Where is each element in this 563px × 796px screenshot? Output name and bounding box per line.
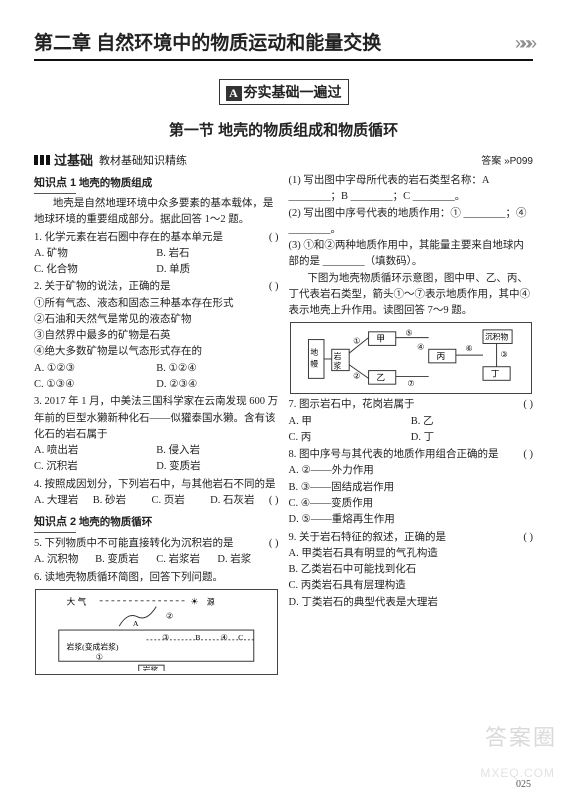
tab-label: 夯实基础一遍过: [244, 84, 342, 100]
tab-letter: A: [226, 86, 242, 101]
svg-text:大 气: 大 气: [67, 596, 87, 607]
q6: 6. 读地壳物质循环简图，回答下列问题。: [34, 570, 279, 586]
tab-row: A夯实基础一遍过: [34, 79, 533, 105]
svg-text:④: ④: [221, 633, 228, 642]
bars-icon: [34, 155, 50, 165]
q3: 3. 2017 年 1 月，中美法三国科学家在云南发现 600 万年前的巨型水獭…: [34, 394, 279, 443]
right-column: (1) 写出图中字母所代表的岩石类型名称：A ________；B ______…: [289, 173, 534, 678]
q6-1: (1) 写出图中字母所代表的岩石类型名称：A ________；B ______…: [289, 173, 534, 206]
sub-row: 过基础 教材基础知识精练 答案 »P099: [34, 150, 533, 169]
svg-text:⑥: ⑥: [465, 345, 472, 354]
watermark-url: MXEQ.COM: [480, 766, 555, 780]
q6-2: (2) 写出图中序号代表的地质作用：① ________；④ ________。: [289, 206, 534, 239]
svg-text:④: ④: [417, 343, 424, 352]
svg-text:源: 源: [207, 598, 215, 607]
svg-text:①: ①: [353, 337, 360, 346]
chevron-decor: »»»: [515, 33, 533, 54]
figure-1: 大 气 ☀ 源 ② A ③ B ④ C 岩浆(变成岩浆) ① 岩浆: [35, 589, 278, 675]
svg-text:乙: 乙: [376, 373, 385, 383]
svg-text:③: ③: [500, 350, 507, 359]
svg-text:C: C: [238, 633, 243, 642]
tab-box: A夯实基础一遍过: [219, 79, 349, 105]
kp2-title: 地壳的物质循环: [79, 516, 153, 528]
svg-text:幔: 幔: [310, 359, 318, 369]
sub-desc: 教材基础知识精练: [99, 152, 187, 168]
svg-text:甲: 甲: [376, 334, 385, 344]
q1: 1. 化学元素在岩石圈中存在的基本单元是( ): [34, 230, 279, 246]
svg-text:岩浆(变成岩浆): 岩浆(变成岩浆): [67, 641, 119, 651]
q8: 8. 图中序号与其代表的地质作用组合正确的是( ): [289, 447, 534, 463]
q7: 7. 图示岩石中，花岗岩属于( ): [289, 397, 534, 413]
q2: 2. 关于矿物的说法，正确的是( ): [34, 279, 279, 295]
svg-text:岩浆: 岩浆: [143, 665, 159, 671]
svg-text:⑤: ⑤: [405, 329, 412, 338]
svg-text:B: B: [195, 633, 200, 642]
q6-3: (3) ①和②两种地质作用中，其能量主要来自地球内部的是 ________（填数…: [289, 238, 534, 271]
svg-text:②: ②: [353, 372, 360, 381]
svg-text:⑦: ⑦: [407, 380, 414, 389]
kp1-title: 地壳的物质组成: [79, 177, 153, 189]
svg-text:沉积物: 沉积物: [484, 332, 508, 342]
svg-text:丁: 丁: [490, 369, 499, 379]
sub-main: 过基础: [54, 150, 93, 169]
page-number: 025: [516, 779, 531, 790]
q9: 9. 关于岩石特征的叙述，正确的是( ): [289, 530, 534, 546]
svg-text:浆: 浆: [333, 361, 341, 371]
answer-ref: 答案 »P099: [481, 152, 533, 167]
q5: 5. 下列物质中不可能直接转化为沉积岩的是( ): [34, 536, 279, 552]
figure-2: 地幔 岩浆 甲 ① ② 乙 ⑤④ ⑦ 丙 ⑥ 沉积物: [290, 322, 533, 394]
svg-text:②: ②: [166, 611, 173, 620]
lead2: 下图为地壳物质循环示意图，图中甲、乙、丙、丁代表岩石类型，箭头①～⑦表示地质作用…: [289, 271, 534, 320]
section-title: 第一节 地壳的物质组成和物质循环: [34, 119, 533, 140]
kp2-label: 知识点 2: [34, 514, 76, 533]
svg-text:丙: 丙: [436, 351, 445, 361]
svg-text:☀: ☀: [190, 597, 198, 607]
watermark: 答案圈: [485, 720, 557, 752]
chapter-title: 第二章 自然环境中的物质运动和能量交换: [34, 28, 515, 55]
left-column: 知识点 1 地壳的物质组成 地壳是自然地理环境中众多要素的基本载体，是地球环境的…: [34, 173, 279, 678]
q4: 4. 按照成因划分，下列岩石中，与其他岩石不同的是( ): [34, 477, 279, 493]
kp1-label: 知识点 1: [34, 175, 76, 194]
svg-text:A: A: [133, 619, 139, 628]
svg-text:③: ③: [162, 633, 169, 642]
kp1-lead: 地壳是自然地理环境中众多要素的基本载体，是地球环境的重要组成部分。据此回答 1～…: [34, 196, 279, 229]
svg-text:岩: 岩: [333, 351, 341, 361]
svg-text:地: 地: [310, 347, 318, 357]
chapter-header: 第二章 自然环境中的物质运动和能量交换 »»»: [34, 28, 533, 61]
svg-text:①: ①: [96, 652, 103, 661]
